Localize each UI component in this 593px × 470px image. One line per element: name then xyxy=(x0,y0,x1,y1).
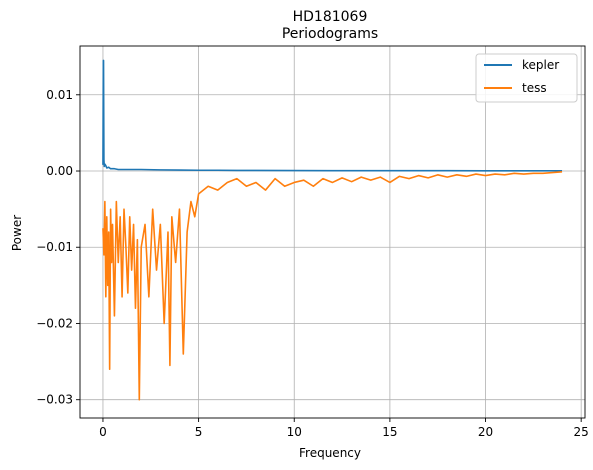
legend-kepler-label: kepler xyxy=(522,58,559,72)
chart-title: HD181069 xyxy=(293,9,368,25)
x-tick-label: 0 xyxy=(99,425,107,439)
axis-ticks: 0 5 10 15 20 25 −0.03 −0.02 −0.01 0.00 0.01 xyxy=(36,88,589,439)
y-tick-label: −0.02 xyxy=(36,316,73,330)
legend: kepler tess xyxy=(475,53,578,103)
x-tick-label: 10 xyxy=(287,425,302,439)
y-tick-label: −0.03 xyxy=(36,393,73,407)
x-tick-label: 15 xyxy=(382,425,397,439)
chart-subtitle: Periodograms xyxy=(282,26,378,42)
x-tick-label: 20 xyxy=(478,425,493,439)
y-tick-label: 0.01 xyxy=(46,88,73,102)
series-line-tess xyxy=(102,170,563,401)
x-tick-label: 5 xyxy=(195,425,203,439)
x-tick-label: 25 xyxy=(574,425,589,439)
x-axis-label: Frequency xyxy=(299,446,361,460)
y-axis-label: Power xyxy=(10,215,24,251)
plot-area xyxy=(80,46,585,418)
series-line-kepler xyxy=(102,59,563,172)
y-tick-label: −0.01 xyxy=(36,240,73,254)
y-tick-label: 0.00 xyxy=(46,164,73,178)
series-layer xyxy=(102,59,563,401)
legend-tess-label: tess xyxy=(522,81,547,95)
plot-frame xyxy=(79,45,586,419)
